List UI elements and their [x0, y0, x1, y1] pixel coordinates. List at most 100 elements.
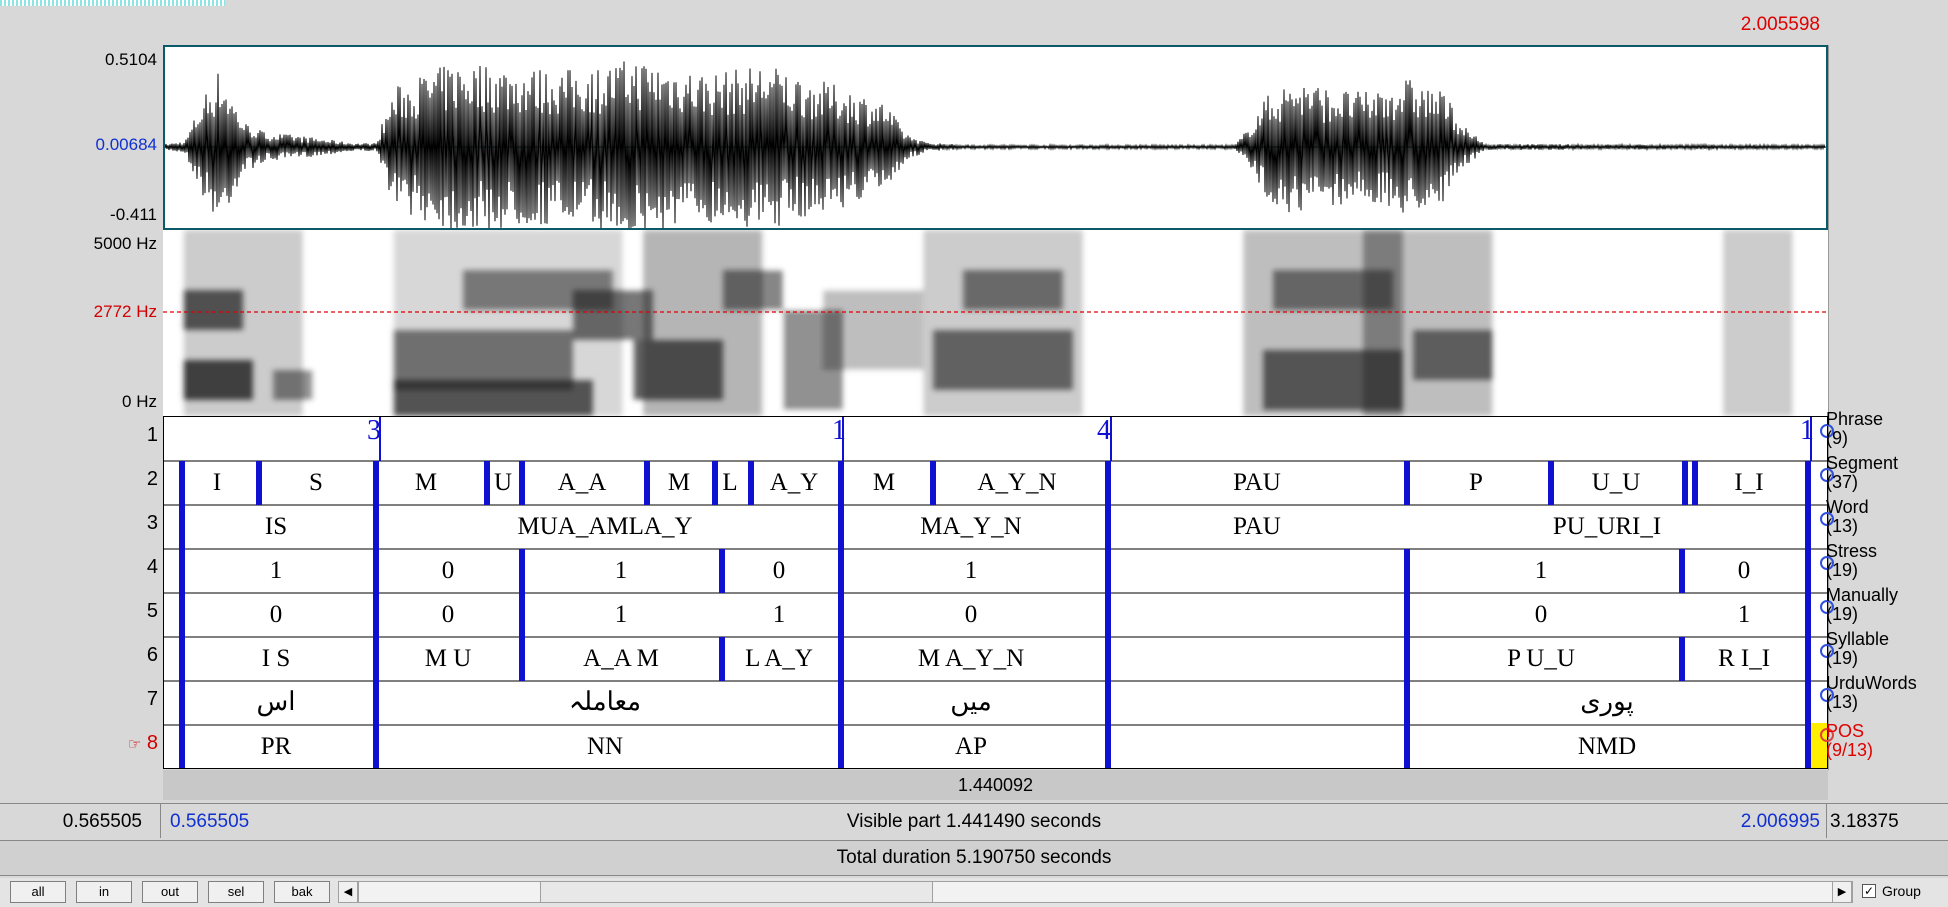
- scroll-right-icon[interactable]: ▶: [1832, 881, 1852, 903]
- left-hidden-time: 0.565505: [62, 811, 142, 832]
- tier-toggle-icon[interactable]: [1820, 512, 1834, 526]
- tier1-point-label: 1: [832, 415, 846, 446]
- syllable-label: L A_Y: [745, 645, 813, 672]
- interval-boundary[interactable]: [1679, 549, 1685, 593]
- selection-end-time: 2.005598: [1740, 14, 1820, 35]
- stress-label: 1: [1534, 557, 1548, 584]
- tier-toggle-icon[interactable]: [1820, 688, 1834, 702]
- tier1-point-label: 3: [367, 415, 381, 446]
- visible-start-time: 0.565505: [170, 811, 250, 832]
- interval-boundary[interactable]: [748, 461, 754, 505]
- interval-boundary[interactable]: [838, 461, 844, 768]
- urdu-word-label: معاملہ: [568, 687, 642, 716]
- urdu-word-label: پوری: [1580, 687, 1634, 716]
- waveform-cursor-label: 0.00684: [95, 135, 157, 154]
- tier-name-word[interactable]: Word (13): [1826, 497, 1869, 536]
- interval-boundary[interactable]: [1805, 461, 1811, 768]
- tier-toggle-icon[interactable]: [1820, 424, 1834, 438]
- tier-toggle-icon[interactable]: [1820, 728, 1834, 742]
- visible-end-time: 2.006995: [1740, 811, 1820, 832]
- pos-label: NN: [586, 733, 624, 760]
- tier-name-urduwords[interactable]: UrduWords (13): [1826, 673, 1917, 712]
- tier-toggle-icon[interactable]: [1820, 468, 1834, 482]
- right-hidden-time: 3.18375: [1830, 811, 1899, 832]
- manual-stress-label: 0: [441, 601, 455, 628]
- scroll-left-icon[interactable]: ◀: [338, 881, 358, 903]
- interval-boundary[interactable]: [1679, 637, 1685, 681]
- tier-toggle-icon[interactable]: [1820, 600, 1834, 614]
- interval-boundary[interactable]: [1404, 461, 1410, 505]
- zoom-out-button[interactable]: out: [142, 881, 198, 903]
- divider: [1826, 804, 1827, 838]
- stress-label: 1: [269, 557, 283, 584]
- interval-boundary[interactable]: [519, 461, 525, 505]
- urdu-word-label: اس: [256, 687, 296, 716]
- interval-boundary[interactable]: [1692, 461, 1698, 505]
- segment-label: A_A: [557, 469, 607, 496]
- interval-boundary[interactable]: [484, 461, 490, 505]
- spectrogram-top-label: 5000 Hz: [93, 234, 157, 253]
- segment-label: M: [667, 469, 691, 496]
- pos-label: PR: [260, 733, 292, 760]
- stress-label: 0: [441, 557, 455, 584]
- syllable-label: I S: [261, 645, 291, 672]
- interval-boundary[interactable]: [256, 461, 262, 505]
- tier1-point-mark[interactable]: [1110, 417, 1112, 461]
- zoom-selection-button[interactable]: sel: [208, 881, 264, 903]
- visible-part-bar[interactable]: 0.565505 0.565505 Visible part 1.441490 …: [0, 803, 1948, 839]
- tier1-point-label: 1: [1800, 415, 1814, 446]
- top-strip: [0, 0, 225, 6]
- stress-label: 0: [772, 557, 786, 584]
- interval-boundary[interactable]: [930, 461, 936, 505]
- interval-boundary[interactable]: [373, 461, 379, 768]
- segment-label: PAU: [1233, 469, 1281, 496]
- scrollbar-thumb[interactable]: [540, 881, 933, 903]
- waveform-plot: [165, 61, 1826, 228]
- group-checkbox[interactable]: ✓: [1862, 884, 1876, 898]
- word-label: MA_Y_N: [920, 513, 1022, 540]
- tier-name-manually[interactable]: Manually (19): [1826, 585, 1899, 624]
- tier1-point-mark[interactable]: [1810, 417, 1812, 461]
- segment-label: S: [309, 469, 323, 496]
- syllable-label: R I_I: [1717, 645, 1771, 672]
- tier-toggle-icon[interactable]: [1820, 556, 1834, 570]
- interval-boundary[interactable]: [519, 637, 525, 681]
- visible-part-text: Visible part 1.441490 seconds: [846, 811, 1102, 832]
- manual-stress-label: 0: [269, 601, 283, 628]
- interval-boundary[interactable]: [719, 549, 725, 593]
- interval-boundary[interactable]: [179, 461, 185, 768]
- interval-boundary[interactable]: [519, 549, 525, 637]
- zoom-in-button[interactable]: in: [76, 881, 132, 903]
- interval-boundary[interactable]: [1548, 461, 1554, 505]
- interval-boundary[interactable]: [719, 637, 725, 681]
- syllable-label: M A_Y_N: [917, 645, 1025, 672]
- interval-boundary[interactable]: [644, 461, 650, 505]
- waveform-panel[interactable]: [163, 45, 1828, 230]
- syllable-label: M U: [424, 645, 472, 672]
- zoom-all-button[interactable]: all: [10, 881, 66, 903]
- total-duration-bar[interactable]: Total duration 5.190750 seconds: [0, 840, 1948, 876]
- segment-label: I_I: [1734, 469, 1764, 496]
- textgrid-tiers[interactable]: 3 1 4 1 I S M U A_A M L A_Y M A_Y_N PAU …: [163, 416, 1828, 769]
- stress-label: 1: [614, 557, 628, 584]
- tier-name-phrase[interactable]: Phrase (9): [1826, 409, 1884, 448]
- selection-duration-bar[interactable]: 1.440092: [163, 770, 1828, 800]
- tier-name-pos[interactable]: POS (9/13): [1826, 721, 1874, 760]
- manual-stress-label: 1: [772, 601, 786, 628]
- interval-boundary[interactable]: [1682, 461, 1688, 505]
- interval-boundary[interactable]: [1105, 461, 1111, 768]
- tier-toggle-icon[interactable]: [1820, 644, 1834, 658]
- tier-name-syllable[interactable]: Syllable (19): [1826, 629, 1890, 668]
- tier-separators: [164, 460, 1827, 726]
- interval-boundary[interactable]: [1404, 549, 1410, 768]
- tier1-point-mark[interactable]: [379, 417, 381, 461]
- spectrogram-panel[interactable]: [163, 230, 1828, 416]
- interval-boundary[interactable]: [712, 461, 718, 505]
- tier-name-segment[interactable]: Segment (37): [1826, 453, 1899, 492]
- tier-name-stress[interactable]: Stress (19): [1826, 541, 1878, 580]
- manual-stress-label: 1: [614, 601, 628, 628]
- zoom-back-button[interactable]: bak: [274, 881, 330, 903]
- tier-number-6: 6: [146, 644, 158, 666]
- tier-number-8[interactable]: ☞ 8: [127, 732, 158, 754]
- tier1-point-mark[interactable]: [842, 417, 844, 461]
